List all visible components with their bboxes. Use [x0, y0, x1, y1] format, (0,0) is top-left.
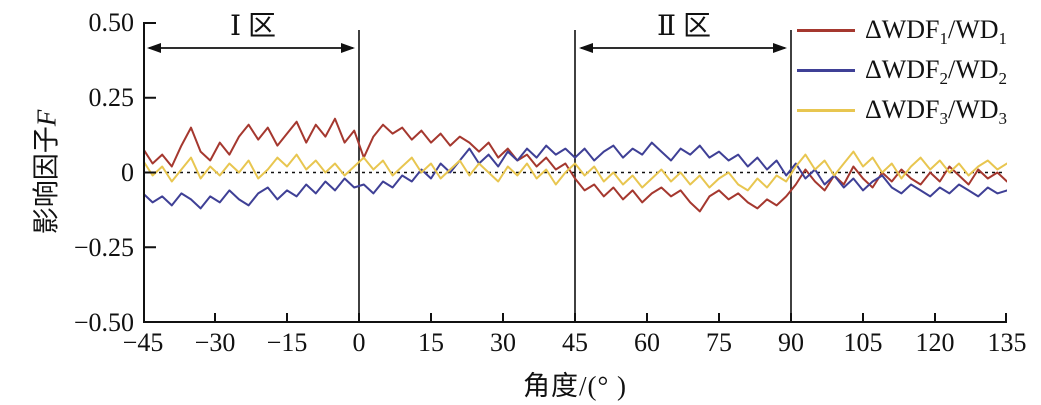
y-tick-label: 0.50: [88, 8, 135, 37]
x-tick-label: 60: [634, 328, 660, 357]
x-tick-label: 0: [352, 328, 366, 357]
x-tick-label: 45: [562, 328, 588, 357]
legend-line-swatch: [797, 68, 855, 72]
legend: ΔWDF1/WD1 ΔWDF2/WD2 ΔWDF3/WD3: [797, 10, 1007, 130]
x-tick-label: −15: [266, 328, 308, 357]
x-tick-label: 90: [778, 328, 804, 357]
legend-label: ΔWDF3/WD3: [865, 95, 1008, 129]
plot-area: [143, 22, 1007, 323]
legend-item: ΔWDF3/WD3: [797, 90, 1007, 130]
legend-line-swatch: [797, 28, 855, 32]
x-tick-label: 135: [987, 328, 1027, 357]
y-tick-label: −0.25: [73, 233, 134, 262]
x-tick-label: 75: [706, 328, 732, 357]
legend-item: ΔWDF1/WD1: [797, 10, 1007, 50]
x-axis-title: 角度/(° ): [522, 371, 628, 401]
y-tick-label: 0.25: [88, 83, 135, 112]
legend-item: ΔWDF2/WD2: [797, 50, 1007, 90]
region-2-label: Ⅱ 区: [656, 11, 712, 42]
legend-line-swatch: [797, 108, 855, 112]
x-tick-label: −30: [194, 328, 236, 357]
region-1-label: Ⅰ 区: [229, 11, 277, 42]
y-axis-title-variable: F: [31, 109, 62, 127]
x-tick-label: 105: [843, 328, 883, 357]
legend-label: ΔWDF1/WD1: [865, 15, 1008, 49]
y-tick-label: 0: [121, 158, 134, 187]
legend-label: ΔWDF2/WD2: [865, 55, 1008, 89]
x-tick-label: 15: [418, 328, 444, 357]
x-tick-label: 120: [915, 328, 955, 357]
y-tick-label: −0.50: [73, 308, 134, 337]
x-tick-label: 30: [490, 328, 516, 357]
x-tick-label: −45: [122, 328, 164, 357]
